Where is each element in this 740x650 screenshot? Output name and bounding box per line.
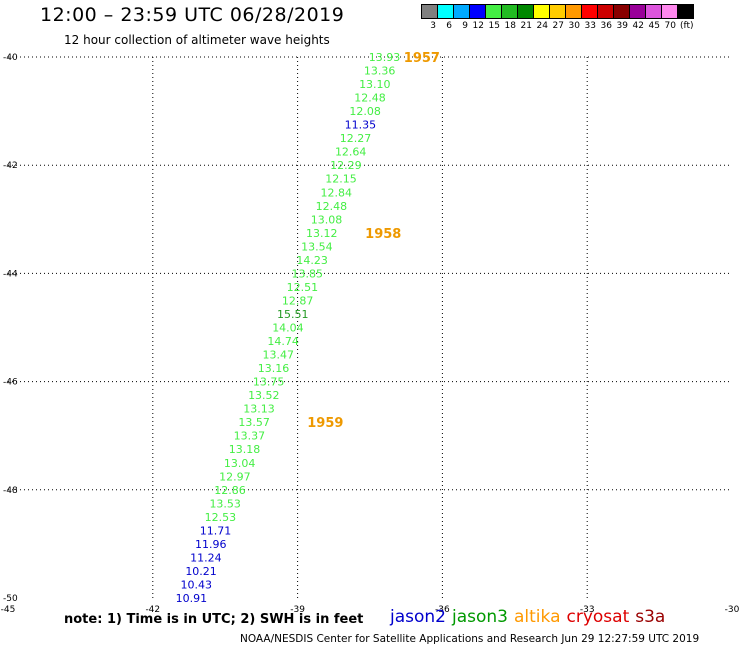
wave-height-label: 10.43	[180, 578, 212, 591]
wave-height-label: 13.08	[311, 213, 343, 226]
scale-label: 42	[632, 21, 644, 31]
scale-unit: (ft)	[680, 21, 694, 31]
x-tick-label: -45	[1, 605, 16, 615]
wave-height-label: 10.21	[185, 565, 217, 578]
wave-height-label: 11.35	[345, 119, 377, 132]
scale-label: 15	[488, 21, 500, 31]
wave-height-label: 13.18	[229, 443, 261, 456]
scale-label: 33	[584, 21, 596, 31]
wave-height-label: 12.48	[316, 200, 348, 213]
y-tick-label: -46	[3, 378, 18, 388]
scale-label: 18	[504, 21, 516, 31]
wave-height-label: 12.27	[340, 132, 372, 145]
x-tick-label: -39	[290, 605, 305, 615]
wave-height-label: 12.86	[214, 484, 246, 497]
wave-height-label: 12.51	[287, 281, 319, 294]
scale-label: 30	[568, 21, 580, 31]
scale-label: 21	[520, 21, 532, 31]
wave-height-label: 13.93	[369, 51, 401, 64]
wave-height-label: 12.87	[282, 294, 314, 307]
wave-height-label: 13.16	[258, 362, 290, 375]
wave-height-label: 12.08	[349, 105, 381, 118]
wave-height-label: 13.47	[263, 349, 295, 362]
y-tick-label: -48	[3, 486, 18, 496]
wave-height-label: 12.48	[354, 92, 386, 105]
wave-height-label: 13.57	[238, 416, 270, 429]
wave-height-label: 12.29	[330, 159, 362, 172]
wave-height-label: 13.37	[234, 430, 266, 443]
satellite-legend: jason2 jason3 altika cryosat s3a	[390, 607, 671, 627]
note-text: note: 1) Time is in UTC; 2) SWH is in fe…	[64, 612, 364, 627]
wave-height-label: 12.84	[320, 186, 352, 199]
scale-label: 6	[446, 21, 452, 31]
wave-height-label: 13.52	[248, 389, 280, 402]
scale-label: 9	[462, 21, 468, 31]
wave-height-label: 12.97	[219, 470, 251, 483]
wave-height-label: 13.85	[292, 267, 324, 280]
satellite-altika: altika	[514, 607, 561, 627]
wave-height-label: 14.23	[296, 254, 328, 267]
wave-height-label: 13.04	[224, 457, 256, 470]
wave-height-label: 13.36	[364, 65, 396, 78]
y-tick-label: -42	[3, 161, 18, 171]
scale-swatch-16	[677, 4, 694, 19]
satellite-jason2: jason2	[390, 607, 446, 627]
wave-height-label: 13.10	[359, 78, 391, 91]
x-tick-label: -33	[580, 605, 595, 615]
satellite-cryosat: cryosat	[566, 607, 630, 627]
wave-height-label: 10.91	[176, 592, 208, 605]
wave-height-label: 11.96	[195, 538, 227, 551]
satellite-s3a: s3a	[635, 607, 666, 627]
chart-title: 12:00 – 23:59 UTC 06/28/2019	[40, 4, 345, 26]
scale-label: 70	[664, 21, 676, 31]
chart-subtitle: 12 hour collection of altimeter wave hei…	[64, 33, 330, 47]
wave-height-label: 12.15	[325, 173, 357, 186]
time-marker-label: 1958	[365, 227, 401, 242]
wave-height-label: 13.12	[306, 227, 338, 240]
wave-height-label: 13.13	[243, 403, 275, 416]
x-tick-label: -30	[725, 605, 740, 615]
wave-height-label: 11.24	[190, 551, 222, 564]
scale-label: 45	[648, 21, 660, 31]
wave-height-label: 14.04	[272, 322, 304, 335]
y-tick-label: -40	[3, 53, 18, 63]
wave-height-label: 13.54	[301, 240, 333, 253]
x-tick-label: -36	[435, 605, 450, 615]
footer-credit: NOAA/NESDIS Center for Satellite Applica…	[240, 633, 700, 645]
scale-label: 36	[600, 21, 612, 31]
time-marker-label: 1957	[404, 51, 440, 66]
wave-height-label: 12.53	[205, 511, 237, 524]
wave-height-label: 12.64	[335, 146, 367, 159]
wave-height-label: 15.51	[277, 308, 309, 321]
scale-label: 24	[536, 21, 548, 31]
time-marker-label: 1959	[307, 416, 343, 431]
y-tick-label: -44	[3, 269, 18, 279]
satellite-jason3: jason3	[452, 607, 508, 627]
x-tick-label: -42	[145, 605, 160, 615]
wave-height-label: 11.71	[200, 524, 232, 537]
color-scale-labels: 3 6 9 12 15 18 21 24 27 30 33 36 39 42 45 70 (ft)	[421, 21, 701, 31]
color-scale-swatches	[421, 4, 694, 19]
y-tick-label: -50	[3, 594, 18, 604]
wave-height-label: 13.75	[253, 376, 285, 389]
wave-height-label: 13.53	[209, 497, 241, 510]
scale-label: 12	[472, 21, 484, 31]
wave-height-label: 14.74	[267, 335, 299, 348]
scale-label: 3	[430, 21, 436, 31]
scale-label: 27	[552, 21, 564, 31]
scale-label: 39	[616, 21, 628, 31]
